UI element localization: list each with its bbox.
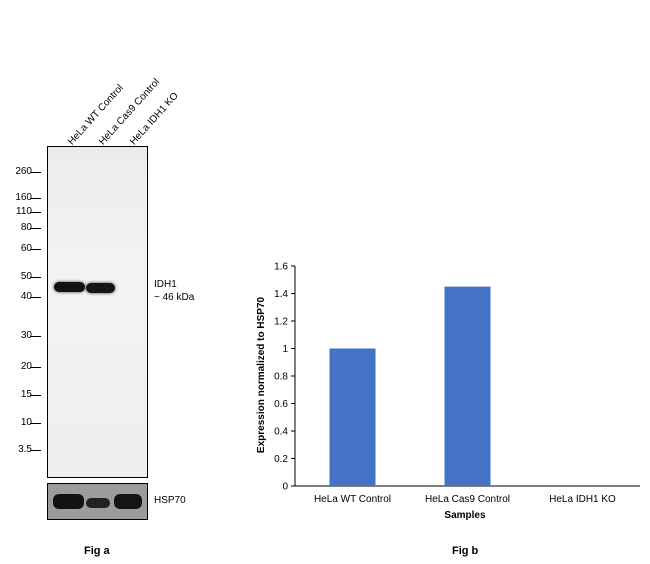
y-axis-title: Expression normalized to HSP70 bbox=[256, 296, 267, 453]
band-lane-2 bbox=[86, 498, 110, 508]
bar bbox=[329, 348, 376, 486]
mw-marker-label: 110 bbox=[16, 206, 32, 217]
band-lane-1 bbox=[54, 282, 85, 292]
mw-tick bbox=[30, 395, 41, 396]
x-axis: HeLa WT Control HeLa Cas9 Control HeLa IDH… bbox=[295, 485, 640, 505]
x-tick-label: HeLa WT Control bbox=[314, 494, 391, 505]
mw-marker-label: 3.5 bbox=[18, 444, 32, 455]
loading-control-label: HSP70 bbox=[154, 495, 186, 506]
y-tick-label: 1.4 bbox=[274, 289, 288, 300]
mw-tick bbox=[30, 423, 41, 424]
mw-marker-label: 60 bbox=[20, 243, 32, 254]
mw-marker-label: 160 bbox=[15, 192, 32, 203]
mw-tick bbox=[30, 228, 41, 229]
y-tick-label: 0.2 bbox=[274, 454, 288, 465]
mw-tick bbox=[30, 367, 41, 368]
mw-marker-label: 30 bbox=[20, 330, 32, 341]
target-label: IDH1 bbox=[154, 279, 177, 290]
y-tick-label: 0.4 bbox=[274, 427, 288, 438]
mw-tick bbox=[30, 249, 41, 250]
mw-marker-label: 80 bbox=[20, 222, 32, 233]
mw-tick bbox=[30, 172, 41, 173]
y-tick-label: 1.2 bbox=[274, 317, 288, 328]
loading-control-blot bbox=[47, 483, 148, 520]
band-lane-2 bbox=[86, 283, 115, 293]
mw-tick bbox=[30, 336, 41, 337]
y-tick-label: 0.6 bbox=[274, 399, 288, 410]
mw-tick bbox=[30, 297, 41, 298]
x-tick-label: HeLa IDH1 KO bbox=[549, 494, 616, 505]
mw-tick bbox=[30, 198, 41, 199]
y-tick-label: 1 bbox=[282, 344, 288, 355]
y-tick-label: 1.6 bbox=[274, 262, 288, 273]
band-lane-1 bbox=[53, 494, 84, 509]
mw-tick bbox=[30, 450, 41, 451]
mw-tick bbox=[30, 277, 41, 278]
mw-marker-label: 20 bbox=[20, 361, 32, 372]
y-tick-label: 0.8 bbox=[274, 372, 288, 383]
target-size-label: ~ 46 kDa bbox=[154, 292, 195, 303]
main-blot bbox=[47, 146, 148, 478]
mw-marker-label: 260 bbox=[15, 166, 32, 177]
mw-tick bbox=[30, 212, 41, 213]
mw-marker-label: 15 bbox=[20, 389, 32, 400]
x-tick-label: HeLa Cas9 Control bbox=[425, 494, 510, 505]
figure-a-caption: Fig a bbox=[84, 545, 110, 557]
mw-marker-label: 50 bbox=[20, 271, 32, 282]
bars bbox=[329, 286, 491, 486]
x-axis-title: Samples bbox=[444, 510, 486, 521]
y-tick-label: 0 bbox=[282, 482, 288, 493]
mw-marker-label: 40 bbox=[20, 291, 32, 302]
mw-marker-label: 10 bbox=[20, 417, 32, 428]
band-lane-3 bbox=[114, 494, 142, 509]
figure-b-caption: Fig b bbox=[452, 545, 479, 557]
y-axis: 0 0.2 0.4 0.6 0.8 1 1.2 1.4 1.6 bbox=[274, 262, 296, 493]
bar bbox=[444, 286, 491, 486]
